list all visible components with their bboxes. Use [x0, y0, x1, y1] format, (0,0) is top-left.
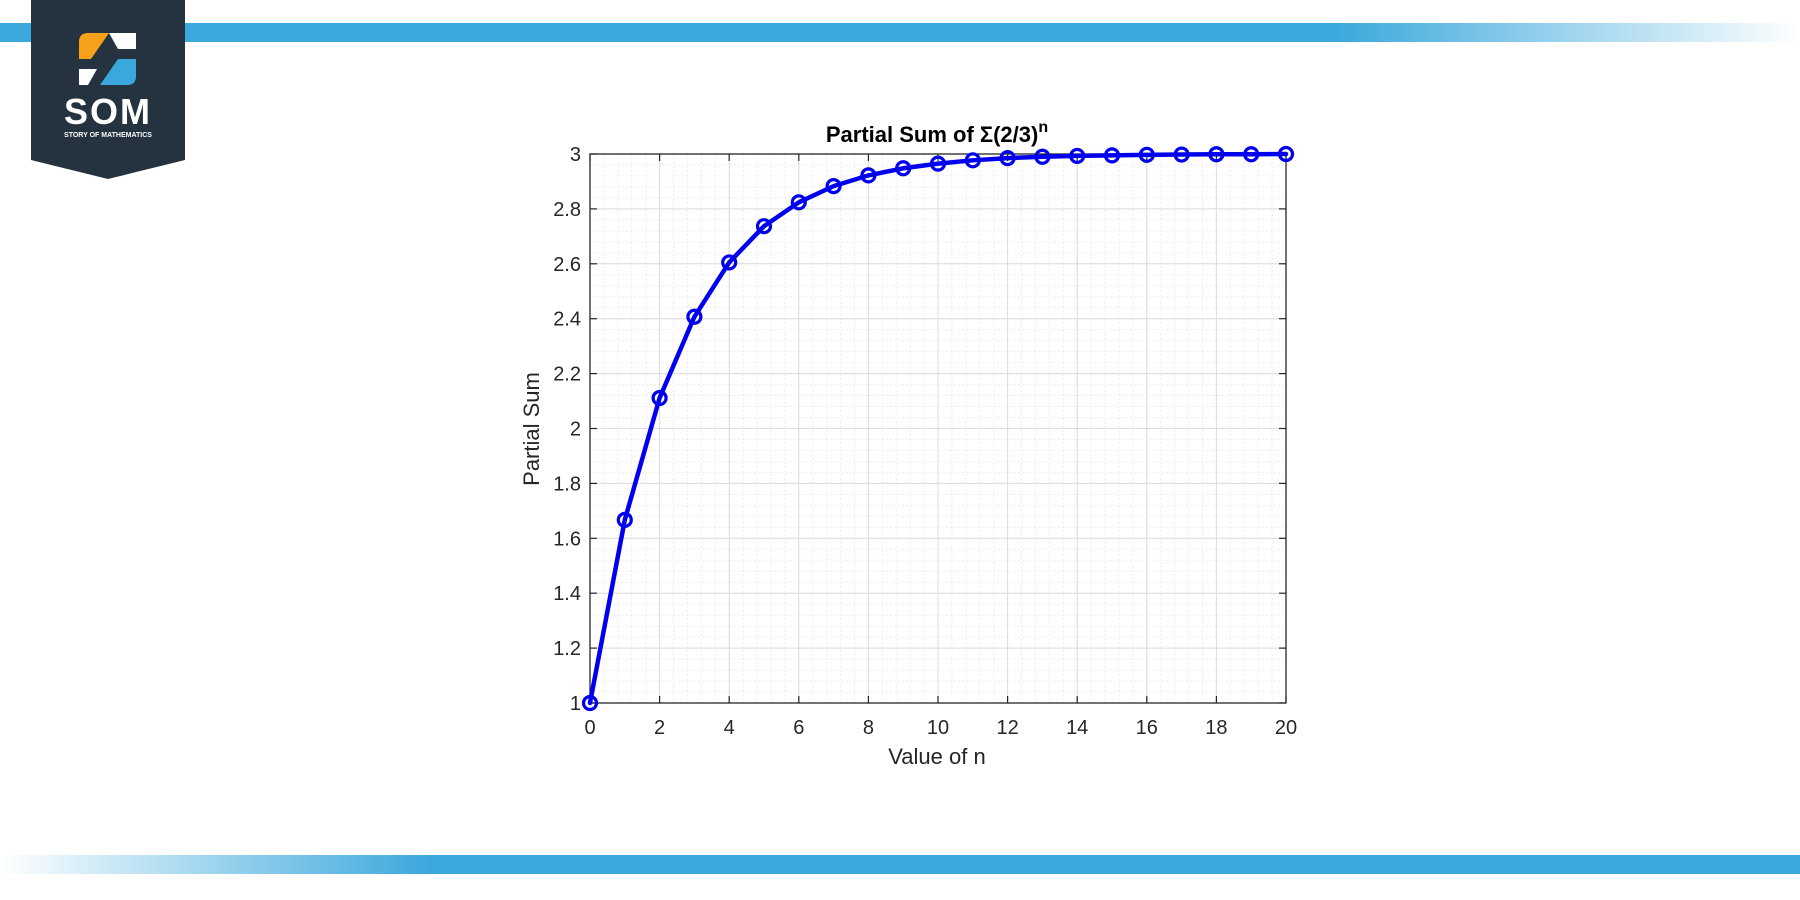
- y-tick-label: 1: [570, 693, 581, 715]
- y-axis-label: Partial Sum: [519, 372, 544, 486]
- y-tick-label: 1.8: [553, 473, 581, 495]
- data-point-marker: [651, 389, 668, 407]
- chart-title-superscript: n: [1038, 119, 1048, 136]
- data-point-marker: [1069, 147, 1086, 165]
- logo-mark-icon: [79, 33, 136, 85]
- data-point-marker: [581, 694, 599, 712]
- data-point-marker: [616, 511, 633, 529]
- y-tick-label: 2.2: [553, 364, 581, 386]
- y-tick-label: 1.2: [553, 638, 581, 660]
- top-accent-band: [0, 23, 1800, 42]
- x-tick-labels: 0 2 4 6 8 10 12 14 16 18 20: [584, 717, 1297, 739]
- data-point-marker: [755, 218, 773, 235]
- x-tick-label: 4: [724, 717, 735, 739]
- data-point-marker: [721, 254, 738, 271]
- series-line: [587, 151, 1289, 706]
- x-tick-label: 6: [793, 717, 804, 739]
- x-tick-label: 2: [654, 717, 665, 739]
- series-markers: [581, 145, 1295, 712]
- bottom-accent-band: [0, 855, 1800, 874]
- data-point-marker: [964, 152, 981, 169]
- x-axis-label: Value of n: [888, 744, 985, 769]
- x-tick-label: 18: [1205, 717, 1227, 739]
- logo-tagline: STORY OF MATHEMATICS: [64, 132, 152, 139]
- data-point-marker: [825, 178, 842, 195]
- data-point-marker: [1138, 146, 1155, 163]
- x-tick-label: 0: [584, 717, 595, 739]
- data-point-marker: [686, 308, 703, 325]
- y-tick-label: 2.4: [553, 309, 581, 331]
- data-point-marker: [790, 194, 807, 211]
- y-tick-labels: 1 1.2 1.4 1.6 1.8 2 2.2 2.4 2.6 2.8 3: [553, 144, 581, 715]
- x-tick-label: 16: [1136, 717, 1158, 739]
- x-tick-label: 10: [927, 717, 949, 739]
- y-tick-label: 2: [570, 419, 581, 441]
- data-point-marker: [1208, 146, 1225, 163]
- x-tick-label: 20: [1275, 717, 1297, 739]
- y-tick-label: 2.6: [553, 254, 581, 276]
- x-tick-label: 12: [996, 717, 1018, 739]
- major-grid: [589, 153, 1287, 704]
- data-point-marker: [860, 167, 877, 184]
- logo-badge: [31, 0, 185, 179]
- data-point-marker: [929, 155, 947, 172]
- data-point-marker: [1243, 146, 1260, 163]
- data-point-marker: [1277, 145, 1295, 163]
- x-tick-label: 14: [1066, 717, 1088, 739]
- data-point-marker: [895, 160, 912, 177]
- y-tick-label: 1.4: [553, 583, 581, 605]
- chart-title-main: Partial Sum of Σ(2/3): [826, 122, 1038, 147]
- data-point-marker: [999, 150, 1016, 167]
- x-tick-label: 8: [863, 717, 874, 739]
- data-point-marker: [1103, 147, 1121, 164]
- data-point-marker: [1034, 148, 1051, 165]
- logo-text: SOM: [64, 91, 152, 132]
- y-tick-label: 3: [570, 144, 581, 166]
- chart-title: Partial Sum of Σ(2/3)n: [826, 119, 1048, 147]
- y-tick-label: 1.6: [553, 528, 581, 550]
- y-tick-label: 2.8: [553, 199, 581, 221]
- som-logo: SOM STORY OF MATHEMATICS: [31, 0, 185, 179]
- data-point-marker: [1173, 146, 1190, 163]
